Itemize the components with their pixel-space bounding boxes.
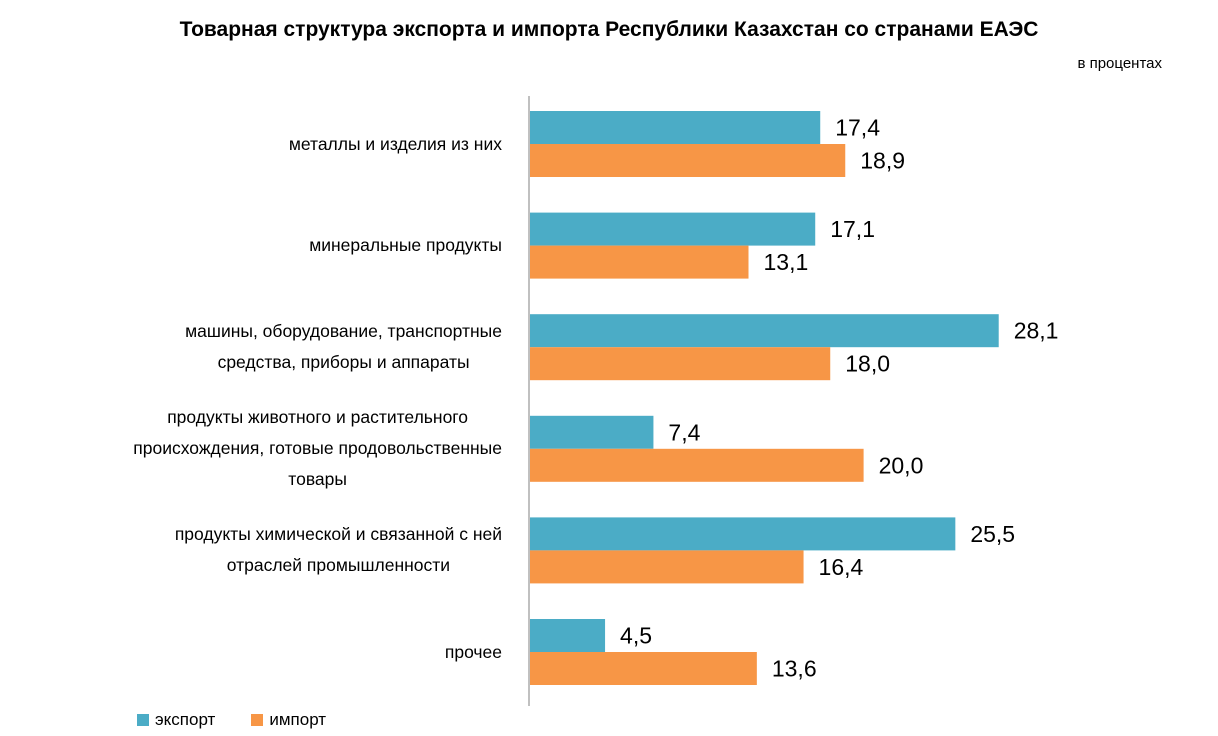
category-label-3: продукты животного и растительного происх… xyxy=(133,402,502,495)
data-label-export-5: 4,5 xyxy=(620,623,652,649)
bar-import-0 xyxy=(530,144,846,177)
legend-item-export: экспорт xyxy=(137,710,215,730)
chart-title: Товарная структура экспорта и импорта Ре… xyxy=(179,18,1039,41)
bar-export-0 xyxy=(530,111,821,144)
legend-label-import: импорт xyxy=(269,710,327,729)
bar-export-5 xyxy=(530,619,606,652)
bar-import-5 xyxy=(530,652,757,685)
bar-export-3 xyxy=(530,415,654,449)
category-label-4: продукты химической и связанной с ней отр… xyxy=(175,519,502,581)
legend-label-export: экспорт xyxy=(155,710,216,729)
data-label-import-3: 20,0 xyxy=(879,452,924,478)
legend-item-import: импорт xyxy=(251,710,326,730)
category-label-2: машины, оборудование, транспортные средст… xyxy=(185,316,502,378)
chart-subtitle: в процентах xyxy=(1077,55,1162,72)
category-label-line: прочее xyxy=(444,641,502,662)
legend: экспорт импорт xyxy=(137,710,362,730)
data-label-import-0: 18,9 xyxy=(860,148,905,174)
data-label-export-4: 25,5 xyxy=(970,521,1015,547)
category-label-1: минеральные продукты xyxy=(309,230,502,261)
bar-export-1 xyxy=(530,212,816,246)
category-label-line: минеральные продукты xyxy=(309,235,502,256)
category-label-line: происхождения, готовые продовольственные xyxy=(133,438,502,459)
data-label-export-0: 17,4 xyxy=(835,115,880,141)
data-label-import-2: 18,0 xyxy=(845,351,890,377)
bar-export-2 xyxy=(530,314,999,348)
legend-swatch-import xyxy=(251,714,264,726)
category-label-5: прочее xyxy=(445,637,502,668)
data-label-export-1: 17,1 xyxy=(830,216,875,242)
category-label-line: металлы и изделия из них xyxy=(288,133,502,154)
bar-import-2 xyxy=(530,347,831,381)
category-label-line: машины, оборудование, транспортные xyxy=(185,321,502,342)
bar-import-3 xyxy=(530,448,864,482)
data-label-import-5: 13,6 xyxy=(772,656,817,682)
data-label-import-4: 16,4 xyxy=(819,554,864,580)
bar-import-1 xyxy=(530,245,749,279)
bar-import-4 xyxy=(530,550,804,584)
category-label-line: отраслей промышленности xyxy=(226,555,451,576)
category-label-line: продукты животного и растительного xyxy=(167,407,469,428)
category-label-line: средства, приборы и аппараты xyxy=(217,352,470,373)
category-label-line: продукты химической и связанной с ней xyxy=(174,524,502,545)
bar-export-4 xyxy=(530,517,956,551)
data-label-import-1: 13,1 xyxy=(764,249,809,275)
category-label-line: товары xyxy=(288,469,347,490)
data-label-export-3: 7,4 xyxy=(668,419,700,445)
data-label-export-2: 28,1 xyxy=(1014,318,1059,344)
legend-swatch-export xyxy=(137,714,149,726)
category-label-0: металлы и изделия из них xyxy=(289,129,502,160)
